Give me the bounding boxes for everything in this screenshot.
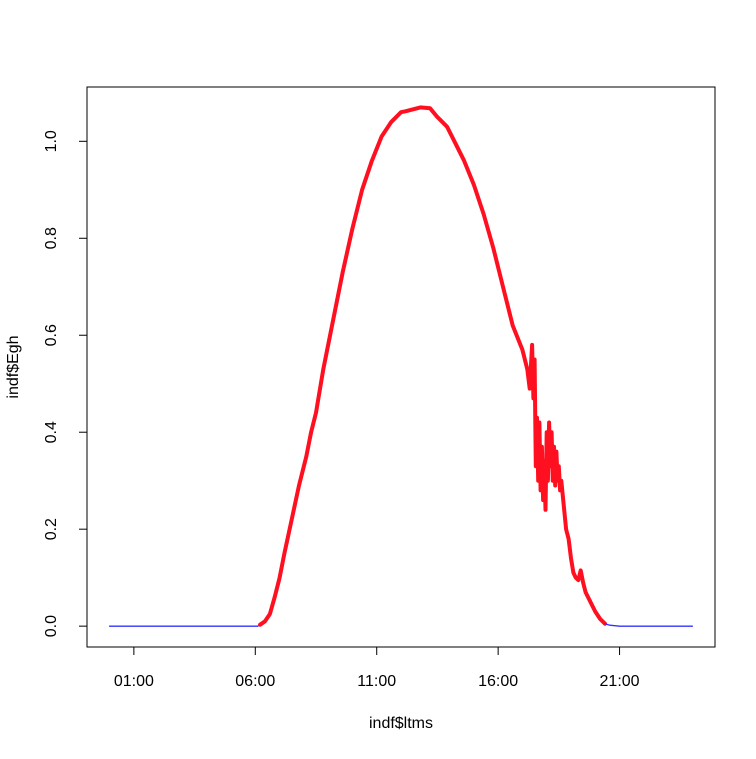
series-line-night-0 <box>108 624 261 627</box>
plot-frame <box>86 86 716 648</box>
series-layer <box>108 105 694 627</box>
y-axis: 0.0 0.2 0.4 0.6 0.8 1.0 <box>43 130 88 637</box>
y-tick-label: 0.8 <box>43 227 60 249</box>
x-axis-label: indf$ltms <box>369 715 433 732</box>
y-tick-label: 0.0 <box>43 615 60 637</box>
x-axis: 01:00 06:00 11:00 16:00 21:00 <box>114 646 640 690</box>
series-line-daytime <box>258 105 607 627</box>
x-tick-label: 11:00 <box>357 673 396 690</box>
x-tick-label: 01:00 <box>114 673 154 690</box>
x-tick-label: 21:00 <box>600 673 640 690</box>
y-tick-label: 0.6 <box>43 324 60 346</box>
y-tick-label: 1.0 <box>43 130 60 152</box>
y-axis-label: indf$Egh <box>5 335 22 398</box>
x-tick-label: 16:00 <box>478 673 518 690</box>
y-tick-label: 0.2 <box>43 518 60 540</box>
x-tick-label: 06:00 <box>235 673 275 690</box>
y-tick-label: 0.4 <box>43 421 60 443</box>
series-line-night-2 <box>604 623 694 627</box>
